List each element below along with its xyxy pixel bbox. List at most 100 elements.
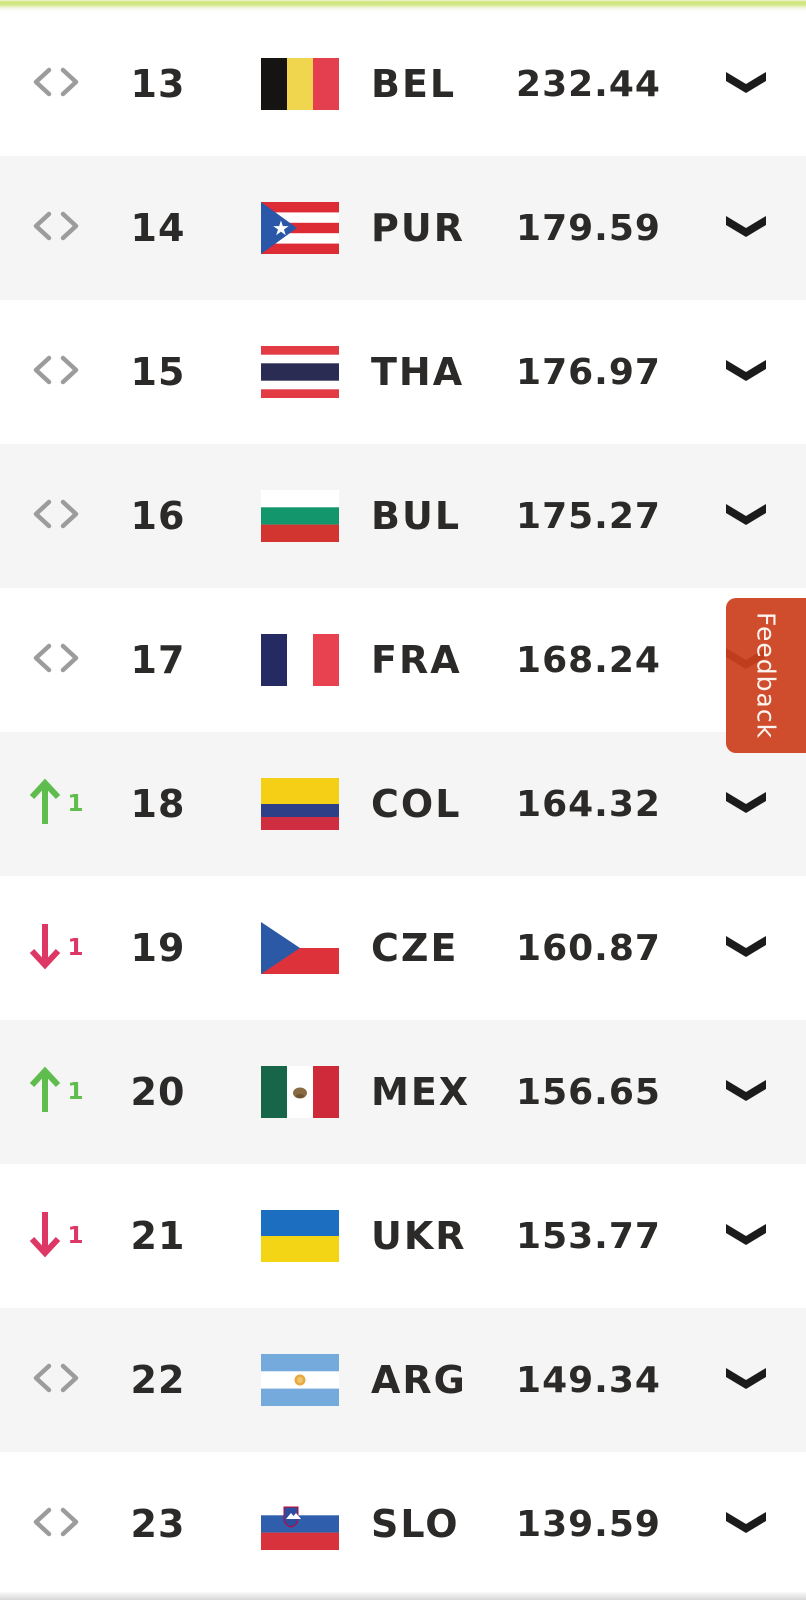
rank-same-icon (28, 497, 84, 535)
country-code: PUR (371, 206, 465, 250)
points-value: 232.44 (516, 63, 661, 105)
points-value: 153.77 (516, 1215, 661, 1257)
country-code: BEL (371, 62, 457, 106)
chevron-down-icon (723, 69, 769, 99)
chevron-down-icon (723, 357, 769, 387)
country-code: SLO (371, 1502, 460, 1546)
points-value: 149.34 (516, 1359, 661, 1401)
feedback-button-label: Feedback (751, 611, 781, 740)
table-row-slo[interactable]: 23 SLO 139.59 (0, 1452, 806, 1596)
flag-pur-icon: ★ (261, 202, 339, 254)
rank-change-value: 1 (67, 790, 84, 817)
flag-slo-icon (261, 1498, 339, 1550)
rank-change-cell: 1 (0, 1210, 112, 1262)
rank-change-cell (0, 497, 112, 535)
country-code: FRA (371, 638, 462, 682)
rank-number: 22 (130, 1358, 186, 1402)
rank-change-cell (0, 641, 112, 679)
rank-change-cell (0, 353, 112, 391)
country-code: MEX (371, 1070, 471, 1114)
rank-number: 23 (130, 1502, 186, 1546)
rank-up-arrow-icon (28, 1066, 62, 1118)
expand-row-button[interactable] (686, 501, 806, 531)
rank-number: 21 (130, 1214, 186, 1258)
flag-col-icon (261, 778, 339, 830)
country-code: COL (371, 782, 462, 826)
rank-number: 13 (130, 62, 186, 106)
rank-same-icon (28, 65, 84, 103)
rank-change-cell (0, 1505, 112, 1543)
country-code: BUL (371, 494, 462, 538)
rank-change-cell: 1 (0, 922, 112, 974)
chevron-down-icon (723, 1077, 769, 1107)
table-row-mex[interactable]: 1 20 MEX 156.65 (0, 1020, 806, 1164)
expand-row-button[interactable] (686, 1509, 806, 1539)
rank-same-icon (28, 353, 84, 391)
expand-row-button[interactable] (686, 69, 806, 99)
flag-bel-icon (261, 58, 339, 110)
rank-number: 18 (130, 782, 186, 826)
table-row-bel[interactable]: 13 BEL 232.44 (0, 12, 806, 156)
table-row-arg[interactable]: 22 ARG 149.34 (0, 1308, 806, 1452)
rank-number: 19 (130, 926, 186, 970)
expand-row-button[interactable] (686, 933, 806, 963)
chevron-down-icon (723, 933, 769, 963)
expand-row-button[interactable] (686, 357, 806, 387)
next-row-edge (0, 1592, 806, 1600)
points-value: 139.59 (516, 1503, 661, 1545)
rank-same-icon (28, 1361, 84, 1399)
expand-row-button[interactable] (686, 789, 806, 819)
points-value: 160.87 (516, 927, 661, 969)
points-value: 179.59 (516, 207, 661, 249)
table-row-pur[interactable]: 14 ★ PUR 179.59 (0, 156, 806, 300)
country-code: THA (371, 350, 465, 394)
flag-bul-icon (261, 490, 339, 542)
rank-change-value: 1 (67, 1078, 84, 1105)
country-code: CZE (371, 926, 459, 970)
table-row-fra[interactable]: 17 FRA 168.24 (0, 588, 806, 732)
flag-arg-icon (261, 1354, 339, 1406)
rank-number: 16 (130, 494, 186, 538)
top-highlight-strip (0, 0, 806, 12)
rank-same-icon (28, 1505, 84, 1543)
expand-row-button[interactable] (686, 213, 806, 243)
flag-cze-icon (261, 922, 339, 974)
rank-change-cell (0, 1361, 112, 1399)
expand-row-button[interactable] (686, 1077, 806, 1107)
rank-up-arrow-icon (28, 778, 62, 830)
rank-change-cell (0, 65, 112, 103)
points-value: 175.27 (516, 495, 661, 537)
feedback-button[interactable]: Feedback (726, 598, 806, 753)
expand-row-button[interactable] (686, 1221, 806, 1251)
country-code: UKR (371, 1214, 467, 1258)
chevron-down-icon (723, 1221, 769, 1251)
rank-number: 14 (130, 206, 186, 250)
table-row-ukr[interactable]: 1 21 UKR 153.77 (0, 1164, 806, 1308)
chevron-down-icon (723, 789, 769, 819)
rank-same-icon (28, 641, 84, 679)
rank-down-arrow-icon (28, 1210, 62, 1262)
points-value: 156.65 (516, 1071, 661, 1113)
chevron-down-icon (723, 213, 769, 243)
table-row-cze[interactable]: 1 19 CZE 160.87 (0, 876, 806, 1020)
table-row-tha[interactable]: 15 THA 176.97 (0, 300, 806, 444)
chevron-down-icon (723, 501, 769, 531)
flag-tha-icon (261, 346, 339, 398)
rank-change-cell: 1 (0, 1066, 112, 1118)
rank-same-icon (28, 209, 84, 247)
svg-text:★: ★ (272, 216, 290, 240)
ranking-table: 13 BEL 232.44 14 ★ PUR 179.59 15 THA (0, 12, 806, 1596)
points-value: 176.97 (516, 351, 661, 393)
chevron-down-icon (723, 1509, 769, 1539)
rank-number: 20 (130, 1070, 186, 1114)
expand-row-button[interactable] (686, 1365, 806, 1395)
country-code: ARG (371, 1358, 467, 1402)
table-row-bul[interactable]: 16 BUL 175.27 (0, 444, 806, 588)
chevron-down-icon (723, 1365, 769, 1395)
rank-number: 17 (130, 638, 186, 682)
table-row-col[interactable]: 1 18 COL 164.32 (0, 732, 806, 876)
rank-number: 15 (130, 350, 186, 394)
points-value: 164.32 (516, 783, 661, 825)
flag-ukr-icon (261, 1210, 339, 1262)
